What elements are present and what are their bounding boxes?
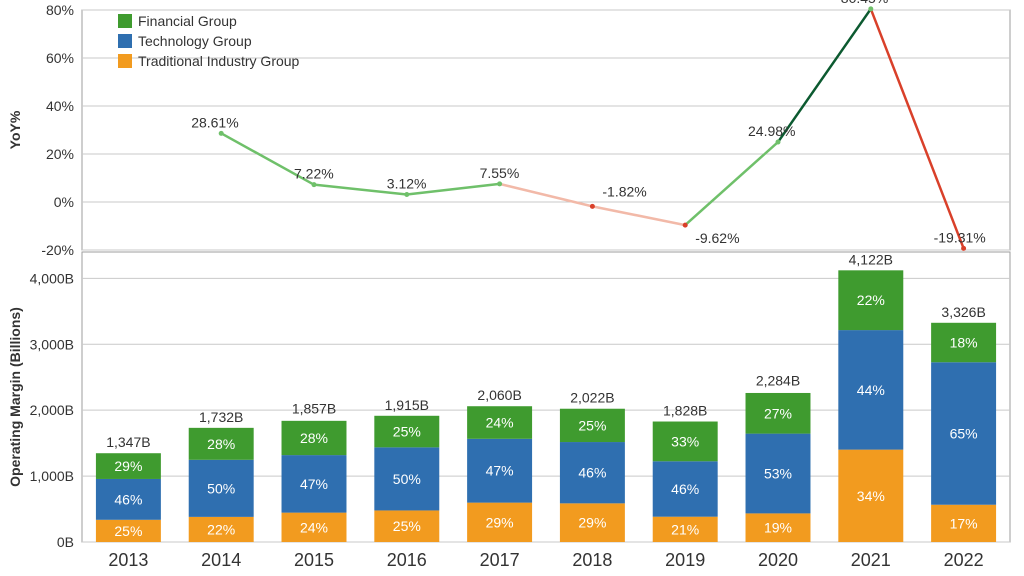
legend-swatch-technology [118, 34, 132, 48]
yoy-point-label: -1.82% [602, 183, 646, 199]
bar-total-label: 2,022B [570, 390, 614, 406]
x-tick-label: 2013 [108, 550, 148, 570]
bar-segment-label: 47% [300, 476, 328, 492]
bar-total-label: 1,347B [106, 434, 150, 450]
bottom-ytick-label: 3,000B [30, 336, 74, 352]
top-ytick-label: 20% [46, 146, 74, 162]
legend-label: Financial Group [138, 13, 237, 29]
x-tick-label: 2014 [201, 550, 241, 570]
yoy-point-marker [219, 131, 224, 136]
yoy-line-segment [871, 9, 964, 248]
x-tick-label: 2016 [387, 550, 427, 570]
yoy-point-label: 3.12% [387, 176, 427, 192]
bar-segment-label: 50% [207, 480, 235, 496]
bar-segment-label: 44% [857, 382, 885, 398]
bar-segment-label: 21% [671, 521, 699, 537]
yoy-point-label: 7.22% [294, 166, 334, 182]
chart-container: -20% 0% 20% 40% 60% 80% YoY% 28.61% 7.22% 3.12% 7.… [0, 0, 1024, 576]
legend-swatch-traditional [118, 54, 132, 68]
bottom-ytick-label: 2,000B [30, 402, 74, 418]
bar-segment-label: 46% [671, 481, 699, 497]
yoy-point-marker [961, 246, 966, 251]
bar-total-label: 2,284B [756, 372, 800, 388]
legend-label: Traditional Industry Group [138, 53, 300, 69]
bar-total-label: 2,060B [477, 387, 521, 403]
bar-total-label: 1,915B [385, 397, 429, 413]
bar-segment-label: 22% [207, 521, 235, 537]
bar-segment-label: 25% [393, 424, 421, 440]
bar-segment-label: 53% [764, 466, 792, 482]
bar-total-label: 4,122B [849, 251, 893, 267]
yoy-point-marker [868, 6, 873, 11]
yoy-point-marker [312, 182, 317, 187]
legend-swatch-financial [118, 14, 132, 28]
yoy-point-label: 24.98% [748, 123, 795, 139]
top-ytick-label: 80% [46, 2, 74, 18]
bar-segment-label: 24% [300, 519, 328, 535]
x-tick-label: 2015 [294, 550, 334, 570]
yoy-point-marker [776, 140, 781, 145]
bar-segment-label: 25% [578, 417, 606, 433]
bar-segment-label: 25% [393, 518, 421, 534]
bottom-ytick-label: 1,000B [30, 468, 74, 484]
bar-segment-label: 17% [950, 515, 978, 531]
top-ytick-label: 0% [54, 194, 74, 210]
bar-total-label: 1,857B [292, 401, 336, 417]
x-tick-label: 2022 [944, 550, 984, 570]
bar-segment-label: 27% [764, 405, 792, 421]
yoy-point-marker [590, 204, 595, 209]
chart-svg: -20% 0% 20% 40% 60% 80% YoY% 28.61% 7.22% 3.12% 7.… [0, 0, 1024, 576]
top-ytick-label: 40% [46, 98, 74, 114]
top-ylabel: YoY% [7, 110, 23, 149]
bottom-ylabel: Operating Margin (Billions) [7, 307, 23, 487]
bar-segment-label: 18% [950, 335, 978, 351]
bar-segment-label: 28% [300, 430, 328, 446]
bar-segment-label: 29% [486, 514, 514, 530]
x-tick-label: 2017 [480, 550, 520, 570]
top-ytick-label: -20% [41, 242, 74, 258]
x-tick-label: 2019 [665, 550, 705, 570]
yoy-point-marker [404, 192, 409, 197]
top-ytick-label: 60% [46, 50, 74, 66]
x-tick-label: 2020 [758, 550, 798, 570]
bar-segment-label: 22% [857, 292, 885, 308]
bar-segment-label: 29% [578, 515, 606, 531]
yoy-point-label: -19.31% [934, 229, 986, 245]
bar-segment-label: 46% [114, 491, 142, 507]
yoy-point-label: 28.61% [191, 114, 238, 130]
bar-total-label: 3,326B [941, 304, 985, 320]
bar-segment-label: 29% [114, 458, 142, 474]
bar-segment-label: 24% [486, 415, 514, 431]
bottom-ytick-label: 4,000B [30, 270, 74, 286]
yoy-point-marker [497, 181, 502, 186]
yoy-point-label: 7.55% [480, 165, 520, 181]
legend-label: Technology Group [138, 33, 252, 49]
bar-segment-label: 34% [857, 488, 885, 504]
bar-segment-label: 50% [393, 471, 421, 487]
bar-segment-label: 46% [578, 465, 606, 481]
bar-total-label: 1,732B [199, 409, 243, 425]
bottom-ytick-label: 0B [57, 534, 74, 550]
yoy-line-segment [685, 142, 778, 225]
yoy-point-label: -9.62% [695, 230, 739, 246]
yoy-point-label: 80.45% [841, 0, 888, 6]
bar-segment-label: 65% [950, 425, 978, 441]
x-tick-label: 2018 [572, 550, 612, 570]
bar-segment-label: 19% [764, 520, 792, 536]
bar-total-label: 1,828B [663, 403, 707, 419]
bar-segment-label: 33% [671, 433, 699, 449]
yoy-point-marker [683, 223, 688, 228]
bar-segment-label: 47% [486, 463, 514, 479]
bar-segment-label: 28% [207, 436, 235, 452]
yoy-line-segment [500, 184, 593, 206]
x-tick-label: 2021 [851, 550, 891, 570]
bar-segment-label: 25% [114, 523, 142, 539]
yoy-line-segment [592, 206, 685, 225]
